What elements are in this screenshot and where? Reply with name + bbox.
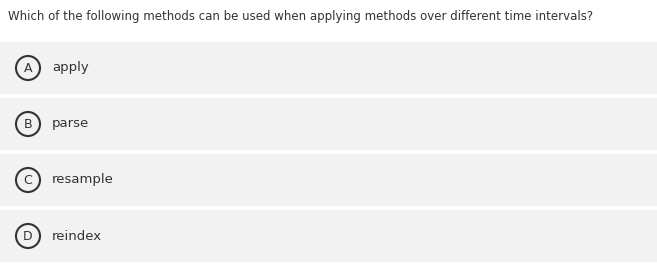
Text: B: B [24, 118, 32, 131]
Bar [0, 210, 657, 262]
Text: apply: apply [52, 62, 89, 75]
Bar [0, 42, 657, 94]
Bar [0, 98, 657, 150]
Text: reindex: reindex [52, 230, 102, 243]
Bar [0, 154, 657, 206]
Text: parse: parse [52, 118, 89, 131]
Text: D: D [23, 230, 33, 243]
Text: Which of the following methods can be used when applying methods over different : Which of the following methods can be us… [8, 10, 593, 23]
Text: C: C [24, 173, 32, 186]
Text: A: A [24, 62, 32, 75]
Text: resample: resample [52, 173, 114, 186]
